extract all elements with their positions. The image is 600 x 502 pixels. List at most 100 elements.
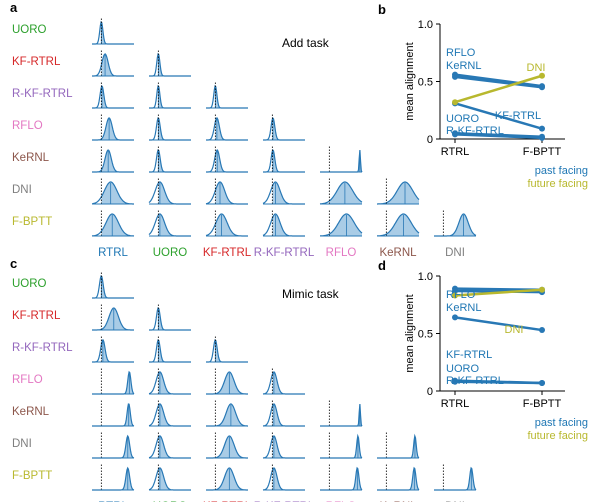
distribution-cell (149, 82, 191, 109)
series-label-kernl: KeRNL (446, 302, 481, 314)
distribution-fill (101, 214, 134, 236)
distribution-curve (320, 149, 363, 173)
distribution-curve (149, 149, 191, 173)
distribution-cell (263, 146, 305, 173)
col-label-rtrl: RTRL (98, 247, 128, 259)
distribution-fill (158, 308, 191, 330)
distribution-curve (92, 84, 134, 109)
distribution-cell (377, 464, 420, 491)
distribution-grid-add: UOROKF-RTRLR-KF-RTRLRFLOKeRNLDNIF-BPTTRT… (12, 18, 477, 259)
distribution-curve (92, 339, 134, 363)
distribution-curve (262, 371, 305, 395)
distribution-cell (92, 368, 135, 395)
distribution-curve (320, 403, 363, 427)
series-line (454, 73, 543, 88)
distribution-curve (148, 467, 191, 491)
distribution-fill (443, 214, 476, 236)
y-tick-label: 1.0 (418, 271, 433, 283)
distribution-curve (206, 339, 248, 363)
series-point (452, 131, 458, 138)
distribution-cell (92, 18, 134, 45)
row-label-rflo: RFLO (12, 374, 43, 386)
series-point (452, 314, 458, 321)
series-label-kf-rtrl: KF-RTRL (446, 349, 492, 361)
distribution-cell (91, 178, 134, 205)
distribution-fill (386, 436, 419, 458)
distribution-fill (272, 372, 305, 394)
distribution-curve (148, 213, 191, 237)
distribution-cell (262, 178, 305, 205)
distribution-curve (91, 213, 135, 237)
series-point (539, 72, 545, 79)
distribution-curve (92, 20, 134, 45)
panel-letter-c: c (10, 256, 17, 271)
distribution-cell (262, 464, 305, 491)
distribution-cell (434, 464, 477, 491)
distribution-fill (329, 404, 362, 426)
panel-letter-b: b (378, 2, 386, 17)
distribution-curve (263, 116, 305, 141)
distribution-cell (148, 432, 191, 459)
distribution-fill (101, 118, 134, 140)
distribution-curve (262, 213, 305, 237)
distribution-cell (91, 210, 135, 237)
distribution-fill (101, 276, 134, 298)
series-line (454, 380, 543, 385)
x-tick-label: RTRL (441, 146, 470, 158)
panel-letter-d: d (378, 258, 386, 273)
distribution-cell (377, 432, 420, 459)
distribution-curve (377, 181, 420, 205)
distribution-fill (215, 118, 248, 140)
series-dni (452, 72, 545, 106)
distribution-fill (101, 340, 134, 362)
x-tick-label: F-BPTT (523, 146, 562, 158)
distribution-curve (262, 467, 305, 491)
distribution-cell (92, 464, 135, 491)
distribution-curve (262, 181, 305, 205)
series-kernl (452, 73, 545, 91)
distribution-fill (329, 468, 362, 490)
distribution-curve (91, 181, 134, 205)
distribution-cell (149, 50, 191, 77)
distribution-cell (320, 400, 363, 427)
distribution-cell (92, 146, 134, 173)
distribution-fill (215, 150, 248, 172)
col-label-kf-rtrl: KF-RTRL (203, 247, 252, 259)
distribution-fill (158, 436, 191, 458)
row-label-kernl: KeRNL (12, 152, 50, 164)
distribution-cell (320, 464, 363, 491)
distribution-fill (101, 436, 134, 458)
distribution-grid-mimic: UORO KF-RTRL R-KF-RTRL RFLO KeRNL DNI F-BPTT RT… (12, 272, 477, 502)
x-tick-label: RTRL (441, 398, 470, 410)
series-line (454, 133, 543, 140)
distribution-fill (329, 182, 362, 204)
mimic-task-title: Mimic task (282, 287, 340, 301)
distribution-fill (329, 214, 362, 236)
distribution-curve (148, 435, 191, 459)
distribution-cell (92, 114, 134, 141)
distribution-fill (158, 468, 191, 490)
distribution-cell (319, 178, 363, 205)
series-point (539, 84, 545, 91)
series-label-r-kf-rtrl: R-KF-RTRL (446, 125, 504, 137)
series-point (452, 287, 458, 294)
distribution-cell (148, 400, 191, 427)
y-tick-label: 1.0 (418, 19, 433, 31)
distribution-fill (101, 22, 134, 44)
distribution-fill (272, 150, 305, 172)
series-kf-rtrl (452, 314, 545, 334)
distribution-curve (206, 84, 248, 109)
series-point (539, 379, 545, 386)
distribution-cell (148, 368, 191, 395)
distribution-fill (158, 372, 191, 394)
series-label-dni: DNI (505, 324, 524, 336)
distribution-fill (443, 468, 476, 490)
series-point (452, 73, 458, 80)
y-tick-label: 0.5 (418, 77, 433, 89)
distribution-fill (272, 214, 305, 236)
distribution-fill (101, 54, 134, 76)
panel-letter-a: a (10, 0, 18, 15)
distribution-cell (377, 178, 420, 205)
series-label-uoro: UORO (446, 363, 479, 375)
